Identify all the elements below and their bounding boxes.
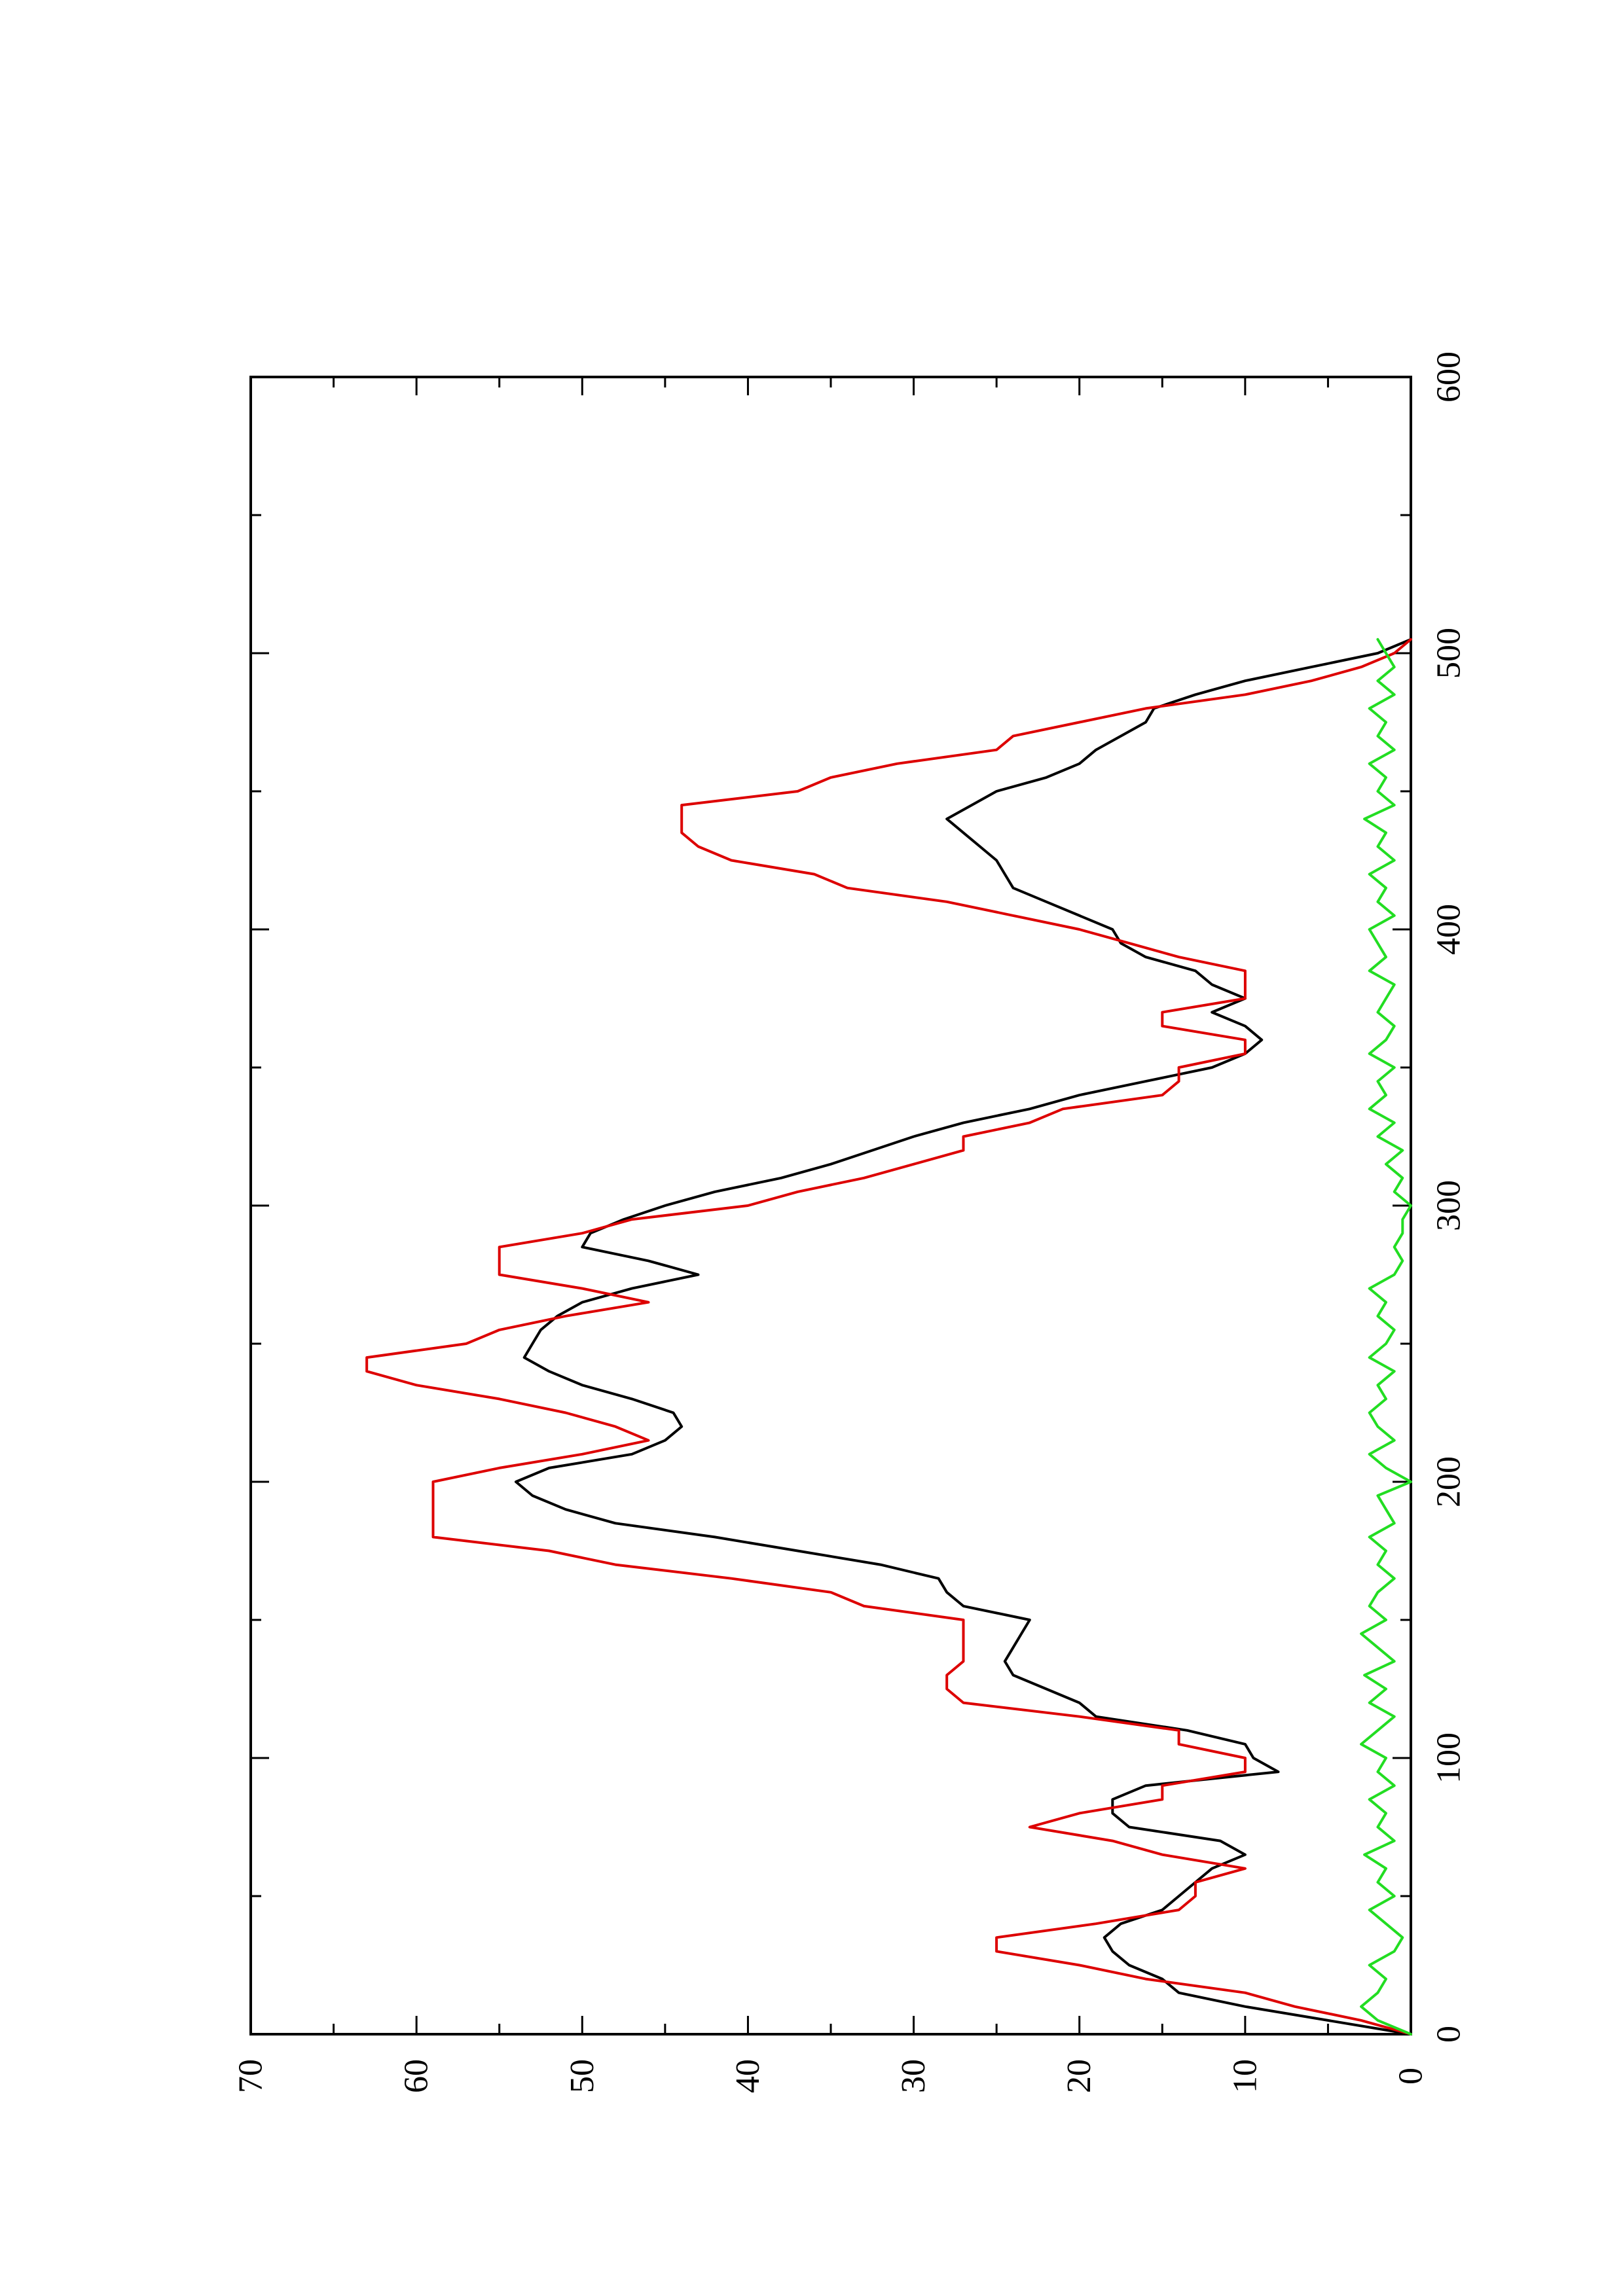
tick-labels: 0 100 200 300 400 500 600 0 10 20 30 40 50 60 70: [232, 351, 1468, 2093]
axis-ticks: [249, 376, 1412, 2036]
series-line-3: [1360, 637, 1412, 2036]
series-line-1: [515, 637, 1412, 2036]
y-tick-label: 70: [232, 2059, 270, 2093]
x-tick-label: 300: [1431, 1180, 1468, 1231]
y-tick-label: 30: [895, 2059, 932, 2093]
y-tick-label: 10: [1226, 2059, 1264, 2093]
x-tick-label: 500: [1431, 628, 1468, 679]
y-tick-label: 60: [398, 2059, 435, 2093]
x-tick-label: 400: [1431, 904, 1468, 955]
x-tick-label: 0: [1431, 2026, 1468, 2043]
x-tick-label: 200: [1431, 1456, 1468, 1507]
series-line-2: [365, 637, 1412, 2036]
plot-frame: [249, 376, 1412, 2036]
series-lines: [365, 637, 1412, 2036]
y-tick-label: 0: [1393, 2068, 1430, 2085]
y-tick-label: 40: [729, 2059, 767, 2093]
x-tick-label: 600: [1431, 351, 1468, 403]
y-tick-label: 50: [564, 2059, 601, 2093]
x-tick-label: 100: [1431, 1732, 1468, 1784]
y-tick-label: 20: [1061, 2059, 1098, 2093]
